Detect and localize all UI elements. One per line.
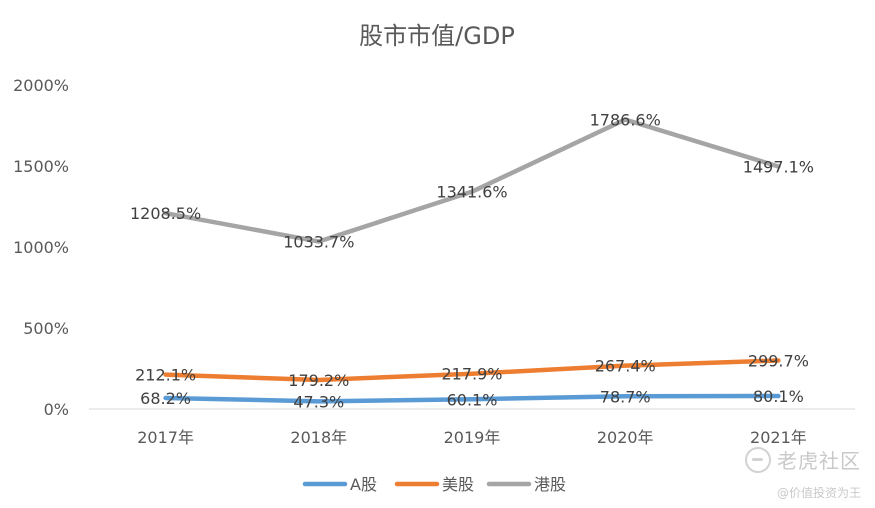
data-label: 1033.7% bbox=[283, 233, 354, 252]
data-label: 78.7% bbox=[600, 387, 651, 406]
data-label: 60.1% bbox=[447, 390, 498, 409]
y-tick-label: 1500% bbox=[13, 157, 69, 176]
legend-label: 港股 bbox=[534, 475, 566, 494]
watermark-brand: 老虎社区 bbox=[777, 449, 861, 473]
data-label: 217.9% bbox=[441, 365, 502, 384]
data-label: 1341.6% bbox=[436, 183, 507, 202]
line-chart: 股市市值/GDP 0% 500% 1000% 1500% 2000% 2017年 2018… bbox=[0, 0, 875, 508]
data-label: 1497.1% bbox=[743, 157, 814, 176]
data-labels: 68.2% 47.3% 60.1% 78.7% 80.1% 212.1% 179.2% 217… bbox=[130, 111, 814, 412]
watermark-handle: @价值投资为王 bbox=[745, 484, 861, 501]
y-tick-label: 500% bbox=[23, 319, 69, 338]
data-label: 299.7% bbox=[748, 351, 809, 370]
data-label: 80.1% bbox=[753, 387, 804, 406]
series-lines bbox=[166, 120, 779, 402]
x-tick-label: 2018年 bbox=[290, 428, 347, 447]
y-tick-label: 1000% bbox=[13, 238, 69, 257]
x-tick-label: 2020年 bbox=[597, 428, 654, 447]
y-tick-label: 2000% bbox=[13, 76, 69, 95]
tiger-logo-icon bbox=[745, 447, 771, 473]
chart-title: 股市市值/GDP bbox=[359, 22, 515, 50]
y-tick-label: 0% bbox=[44, 400, 69, 419]
x-tick-label: 2019年 bbox=[444, 428, 501, 447]
legend-label: A股 bbox=[350, 475, 377, 494]
x-axis: 2017年 2018年 2019年 2020年 2021年 bbox=[137, 428, 807, 447]
series-line-3 bbox=[166, 120, 779, 242]
data-label: 267.4% bbox=[595, 357, 656, 376]
data-label: 68.2% bbox=[140, 389, 191, 408]
data-label: 47.3% bbox=[293, 392, 344, 411]
data-label: 212.1% bbox=[135, 366, 196, 385]
data-label: 1786.6% bbox=[590, 111, 661, 130]
watermark: 老虎社区 @价值投资为王 bbox=[745, 445, 861, 501]
data-label: 179.2% bbox=[288, 371, 349, 390]
x-tick-label: 2017年 bbox=[137, 428, 194, 447]
y-axis: 0% 500% 1000% 1500% 2000% bbox=[13, 76, 69, 419]
legend-label: 美股 bbox=[442, 475, 474, 494]
data-label: 1208.5% bbox=[130, 204, 201, 223]
legend: A股 美股 港股 bbox=[305, 475, 566, 494]
